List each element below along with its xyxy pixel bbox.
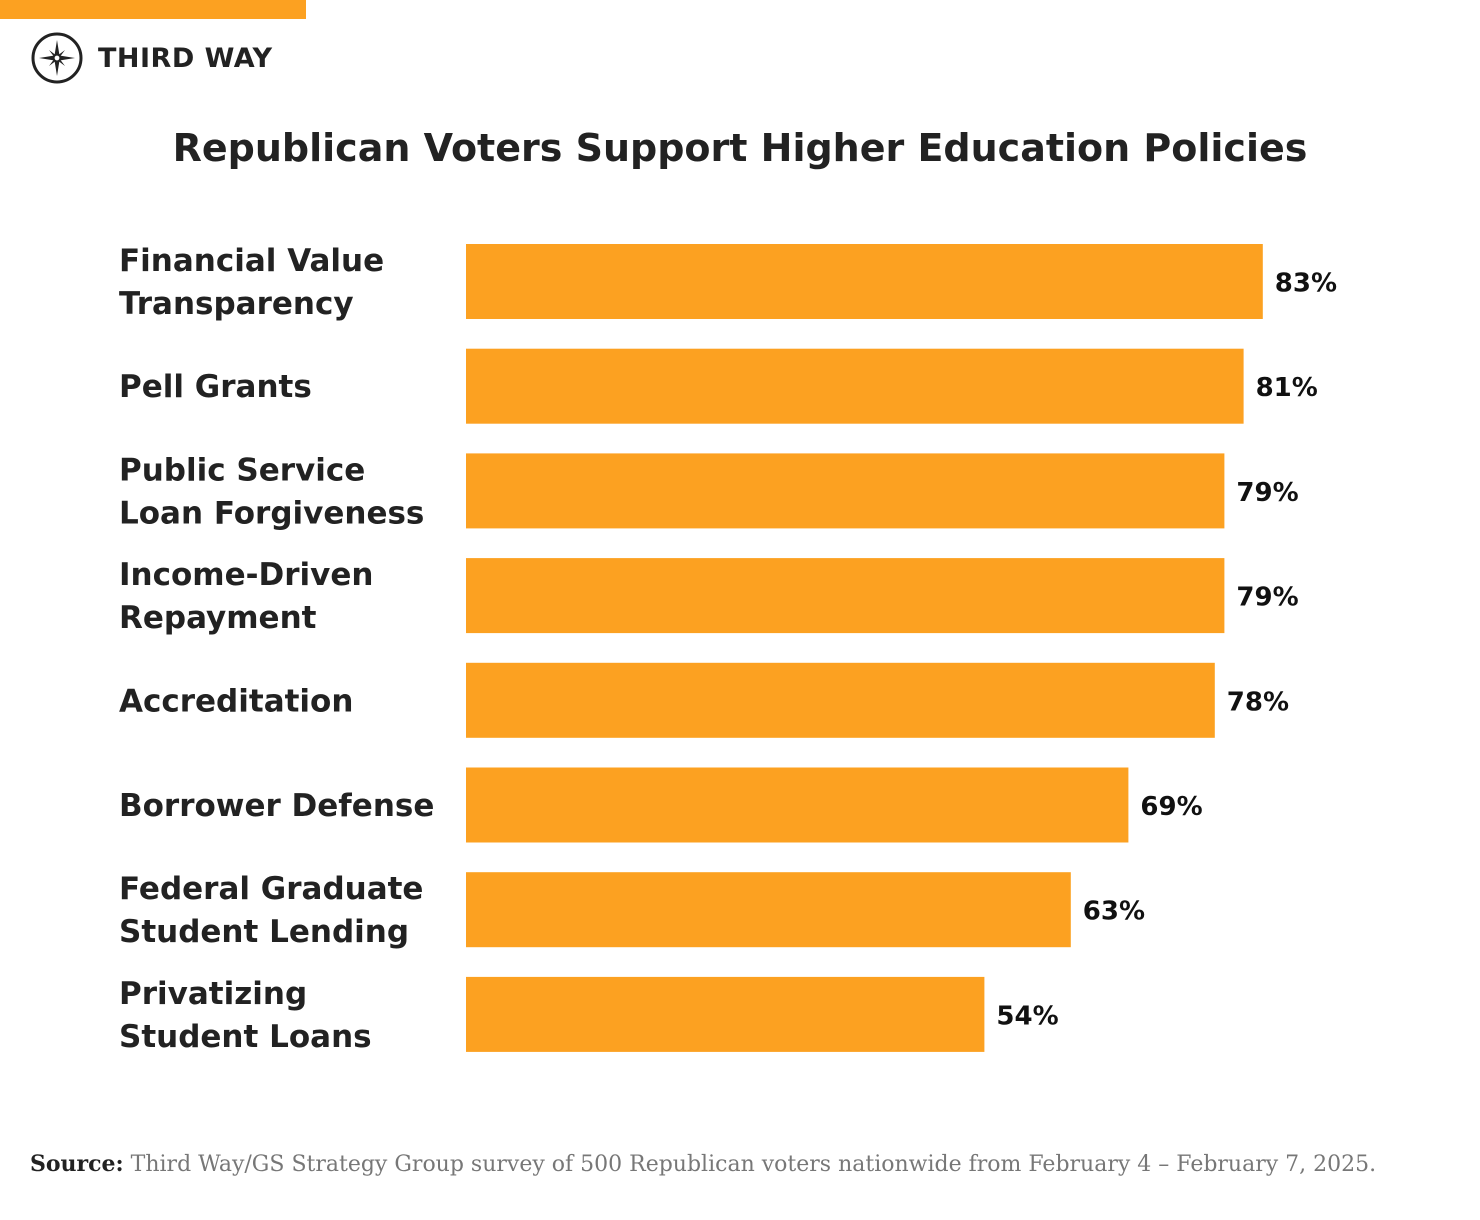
chart-title: Republican Voters Support Higher Educati… [172, 126, 1308, 170]
category-label: Borrower Defense [119, 788, 434, 824]
bar [466, 767, 1129, 843]
category-label: Income-Driven Repayment [119, 557, 373, 636]
accent-bar [0, 0, 306, 19]
third-way-logo: THIRD WAY [30, 31, 273, 85]
data-label: 81% [1256, 373, 1318, 403]
category-label: Privatizing Student Loans [119, 976, 372, 1055]
bar [466, 662, 1215, 738]
compass-icon [31, 32, 83, 84]
data-label: 54% [996, 1001, 1058, 1031]
source-note: Source: Third Way/GS Strategy Group surv… [30, 1151, 1376, 1177]
source-label: Source: [30, 1151, 124, 1177]
data-label: 79% [1236, 583, 1298, 613]
category-label: Federal Graduate Student Lending [119, 871, 423, 950]
category-label: Financial Value Transparency [119, 243, 384, 322]
logo-text: THIRD WAY [98, 42, 273, 74]
category-label: Public Service Loan Forgiveness [119, 452, 424, 531]
data-label: 83% [1275, 269, 1337, 299]
bar [466, 453, 1225, 529]
category-label: Accreditation [119, 683, 353, 719]
data-label: 69% [1140, 792, 1202, 822]
bar [466, 348, 1244, 424]
bar [466, 558, 1225, 634]
category-label: Pell Grants [119, 369, 312, 405]
bar [466, 244, 1263, 319]
data-label: 63% [1083, 897, 1145, 927]
bar [466, 976, 985, 1052]
bar [466, 872, 1071, 948]
source-text: Third Way/GS Strategy Group survey of 50… [130, 1152, 1377, 1177]
data-label: 79% [1236, 478, 1298, 508]
data-label: 78% [1227, 687, 1289, 717]
